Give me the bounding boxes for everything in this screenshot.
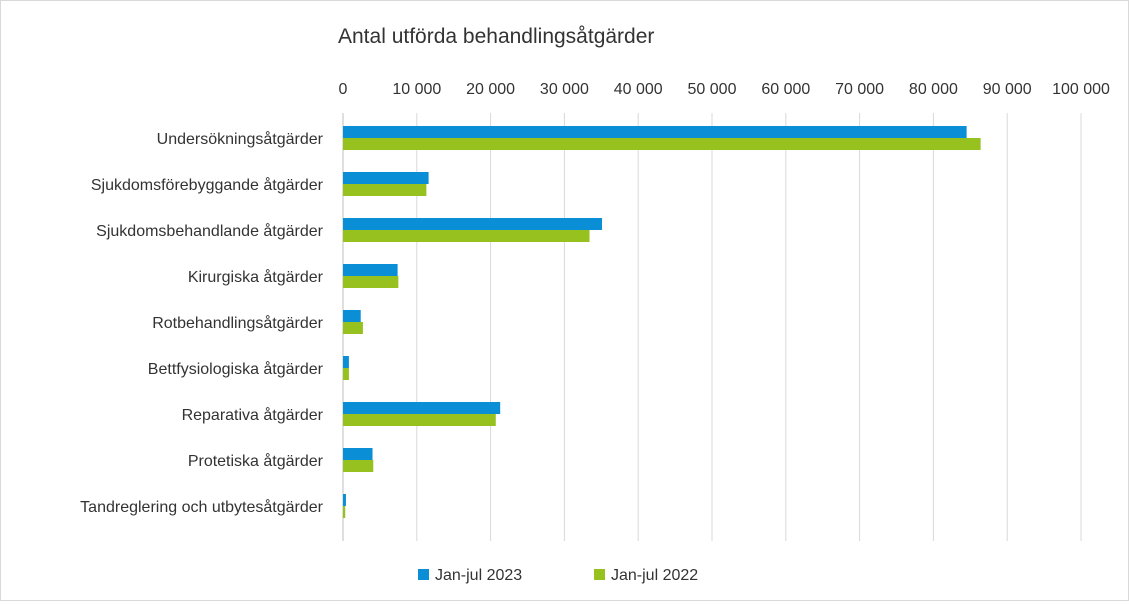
bar-series-1 bbox=[343, 356, 349, 368]
bar-series-2 bbox=[343, 414, 496, 426]
x-tick-label: 40 000 bbox=[614, 81, 663, 98]
bar-series-2 bbox=[343, 506, 346, 518]
x-tick-label: 100 000 bbox=[1052, 81, 1110, 98]
bar-series-2 bbox=[343, 184, 427, 196]
bar-series-2 bbox=[343, 368, 349, 380]
category-label: Rotbehandlingsåtgärder bbox=[152, 314, 323, 332]
category-label: Kirurgiska åtgärder bbox=[188, 268, 324, 286]
bar-series-1 bbox=[343, 172, 429, 184]
x-tick-label: 80 000 bbox=[909, 81, 958, 98]
bar-series-1 bbox=[343, 402, 501, 414]
category-label: Protetiska åtgärder bbox=[188, 452, 324, 470]
bar-series-1 bbox=[343, 494, 346, 506]
bar-series-2 bbox=[343, 460, 374, 472]
x-tick-label: 0 bbox=[339, 81, 348, 98]
legend: Jan-jul 2023 Jan-jul 2022 bbox=[418, 567, 698, 584]
bar-series-1 bbox=[343, 218, 603, 230]
x-tick-label: 10 000 bbox=[392, 81, 441, 98]
category-labels: Undersökningsåtgärder Sjukdomsförebyggand… bbox=[80, 130, 324, 516]
legend-label: Jan-jul 2022 bbox=[611, 567, 698, 584]
category-label: Sjukdomsförebyggande åtgärder bbox=[91, 176, 324, 194]
category-label: Bettfysiologiska åtgärder bbox=[148, 360, 324, 378]
x-axis-tick-labels: 0 10 000 20 000 30 000 40 000 50 000 60 000 70 … bbox=[339, 81, 1110, 98]
x-tick-label: 50 000 bbox=[688, 81, 737, 98]
bar-series-1 bbox=[343, 310, 361, 322]
x-tick-label: 20 000 bbox=[466, 81, 515, 98]
bar-series-2 bbox=[343, 230, 590, 242]
bars bbox=[343, 126, 981, 518]
bar-series-1 bbox=[343, 264, 398, 276]
chart-title: Antal utförda behandlingsåtgärder bbox=[338, 25, 654, 48]
bar-series-1 bbox=[343, 126, 967, 138]
category-label: Undersökningsåtgärder bbox=[157, 130, 324, 148]
category-label: Sjukdomsbehandlande åtgärder bbox=[96, 222, 324, 240]
category-label: Reparativa åtgärder bbox=[182, 406, 324, 424]
bar-series-2 bbox=[343, 138, 981, 150]
bar-series-2 bbox=[343, 322, 363, 334]
x-tick-label: 70 000 bbox=[835, 81, 884, 98]
legend-swatch bbox=[418, 569, 429, 580]
bar-series-2 bbox=[343, 276, 399, 288]
category-label: Tandreglering och utbytesåtgärder bbox=[80, 498, 323, 516]
x-tick-label: 60 000 bbox=[761, 81, 810, 98]
x-tick-label: 90 000 bbox=[983, 81, 1032, 98]
x-tick-label: 30 000 bbox=[540, 81, 589, 98]
legend-label: Jan-jul 2023 bbox=[435, 567, 522, 584]
legend-swatch bbox=[594, 569, 605, 580]
gridlines bbox=[342, 113, 1082, 541]
bar-series-1 bbox=[343, 448, 373, 460]
